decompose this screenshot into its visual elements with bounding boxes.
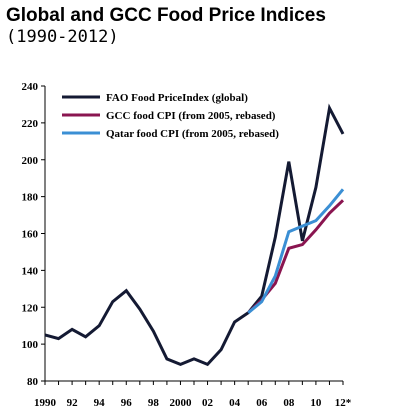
y-tick-label: 180 xyxy=(22,192,39,204)
x-tick-label: 06 xyxy=(256,397,268,409)
legend-label-3: Qatar food CPI (from 2005, rebased) xyxy=(106,128,279,140)
y-tick-label: 80 xyxy=(27,376,39,388)
x-tick-label: 04 xyxy=(229,397,241,409)
legend-label-2: GCC food CPI (from 2005, rebased) xyxy=(106,110,276,122)
chart-axes: 80 100 120 140 160 180 200 220 240 1990 92 94 96 98 20… xyxy=(22,81,352,409)
series-line-1 xyxy=(44,103,345,367)
x-tick-label: 10 xyxy=(310,397,322,409)
series-line-3 xyxy=(247,188,345,314)
y-tick-label: 120 xyxy=(22,302,39,314)
y-tick-label: 100 xyxy=(22,339,39,351)
x-tick-label: 98 xyxy=(148,397,160,409)
x-tick-label: 02 xyxy=(202,397,214,409)
y-tick-label: 160 xyxy=(22,229,39,241)
x-tick-label: 92 xyxy=(67,397,79,409)
legend-label-1: FAO Food PriceIndex (global) xyxy=(106,92,248,104)
chart-title: Global and GCC Food Price Indices xyxy=(6,5,326,26)
series-layer xyxy=(44,103,345,367)
chart-legend: FAO Food PriceIndex (global) GCC food CPI… xyxy=(62,92,279,140)
chart-subtitle: (1990-2012) xyxy=(6,27,119,47)
x-tick-label: 08 xyxy=(283,397,295,409)
y-tick-label: 140 xyxy=(22,265,39,277)
x-tick-label: 94 xyxy=(94,397,106,409)
x-tick-label: 12* xyxy=(335,397,352,409)
x-tick-label: 96 xyxy=(121,397,133,409)
y-tick-label: 220 xyxy=(22,118,39,130)
x-tick-label: 1990 xyxy=(34,397,57,409)
y-tick-label: 200 xyxy=(22,155,39,167)
x-tick-label: 2000 xyxy=(169,397,192,409)
y-tick-label: 240 xyxy=(22,81,39,93)
